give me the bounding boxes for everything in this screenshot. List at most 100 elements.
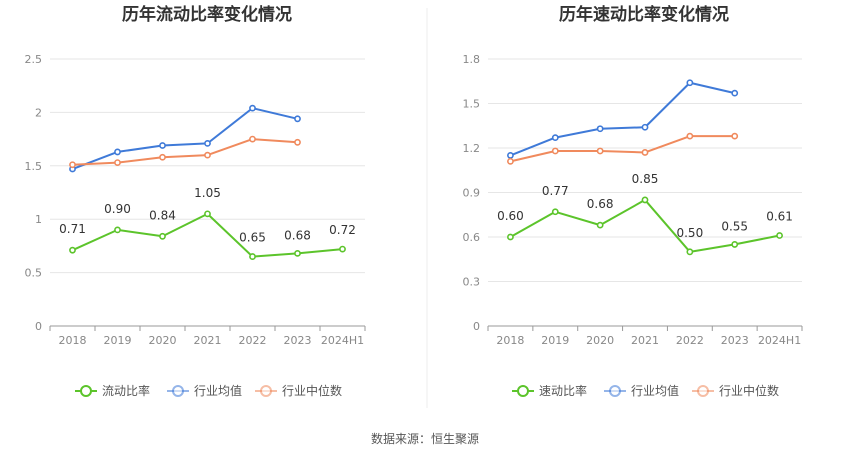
data-point: [204, 139, 211, 147]
legend-label: 流动比率: [102, 383, 150, 398]
data-label: 0.71: [59, 222, 86, 236]
y-tick-label: 0.3: [463, 276, 481, 289]
data-point: [294, 249, 301, 257]
series-line-1: [72, 107, 298, 170]
x-tick-label: 2019: [104, 334, 132, 347]
data-point: [551, 208, 559, 216]
data-point: [249, 104, 256, 112]
current-ratio-chart: 历年流动比率变化情况 0 0.5 1 1.5 2 2.5 2018 2019 2020 2021 20…: [25, 4, 366, 398]
data-label: 0.77: [542, 184, 569, 198]
x-tick-label: 2020: [149, 334, 177, 347]
data-point: [596, 125, 604, 133]
y-tick-label: 1.5: [463, 98, 481, 111]
data-point: [69, 246, 76, 254]
data-label: 0.55: [721, 219, 748, 233]
data-label: 0.68: [587, 197, 614, 211]
data-point: [159, 153, 166, 161]
data-point: [641, 149, 649, 156]
data-point: [551, 134, 559, 142]
x-tick-label: 2021: [631, 334, 659, 347]
y-tick-label: 0.9: [463, 187, 481, 200]
data-point: [507, 233, 514, 241]
legend-label: 行业均值: [194, 383, 242, 398]
source-note: 数据来源：恒生聚源: [371, 431, 479, 446]
y-tick-label: 1.2: [463, 142, 481, 155]
x-tick-label: 2019: [541, 334, 569, 347]
data-point: [294, 138, 301, 146]
data-label: 0.72: [329, 223, 356, 237]
data-point: [159, 232, 166, 240]
legend-marker: [80, 385, 92, 397]
y-tick-label: 2: [35, 106, 42, 119]
legend-marker: [172, 385, 184, 397]
legend-label: 行业中位数: [719, 383, 779, 398]
legend-marker: [609, 385, 621, 397]
x-tick-label: 2022: [676, 334, 704, 347]
data-point: [69, 161, 76, 169]
data-point: [686, 79, 694, 87]
data-point: [339, 245, 346, 253]
y-tick-label: 0: [35, 320, 42, 333]
legend-label: 速动比率: [539, 383, 587, 398]
series-line-2: [510, 135, 735, 163]
data-point: [114, 159, 121, 166]
data-point: [249, 135, 256, 143]
x-tick-label: 2021: [194, 334, 222, 347]
data-label: 1.05: [194, 186, 221, 200]
data-label: 0.60: [497, 209, 524, 223]
y-tick-label: 1.5: [25, 160, 43, 173]
data-point: [114, 148, 121, 156]
data-point: [114, 226, 121, 234]
legend-label: 行业中位数: [282, 383, 342, 398]
data-point: [159, 142, 166, 149]
data-point: [596, 221, 604, 229]
data-label: 0.65: [239, 231, 266, 245]
data-label: 0.61: [766, 210, 793, 224]
data-point: [731, 89, 739, 97]
data-point: [507, 152, 514, 159]
data-point: [776, 232, 783, 239]
chart-title: 历年速动比率变化情况: [559, 4, 729, 25]
data-point: [641, 196, 649, 204]
data-point: [686, 248, 694, 256]
legend-marker: [697, 385, 709, 397]
x-tick-label: 2023: [721, 334, 749, 347]
y-tick-label: 2.5: [25, 53, 43, 66]
x-tick-label: 2023: [284, 334, 312, 347]
data-label: 0.68: [284, 228, 311, 242]
x-tick-label: 2024H1: [758, 334, 801, 347]
legend-label: 行业均值: [631, 383, 679, 398]
x-tick-label: 2018: [59, 334, 87, 347]
data-point: [686, 132, 694, 140]
legend-marker: [260, 385, 272, 397]
legend-marker: [517, 385, 529, 397]
data-point: [731, 132, 739, 140]
data-point: [731, 241, 739, 248]
data-point: [507, 157, 514, 165]
data-point: [249, 253, 256, 260]
series-line-1: [510, 81, 735, 157]
series-line-2: [72, 138, 298, 166]
data-point: [204, 151, 211, 159]
data-label: 0.50: [676, 226, 703, 240]
data-point: [596, 147, 604, 155]
y-tick-label: 0.6: [463, 231, 481, 244]
y-tick-label: 0: [473, 320, 480, 333]
x-tick-label: 2018: [496, 334, 524, 347]
x-tick-label: 2020: [586, 334, 614, 347]
data-point: [641, 123, 649, 131]
y-tick-label: 0.5: [25, 267, 43, 280]
data-label: 0.90: [104, 202, 131, 216]
data-label: 0.85: [632, 172, 659, 186]
quick-ratio-chart: 历年速动比率变化情况 0 0.3 0.6 0.9 1.2 1.5 1.8 2018 2019 202…: [463, 4, 803, 398]
x-tick-label: 2024H1: [321, 334, 364, 347]
y-tick-label: 1: [35, 213, 42, 226]
data-point: [204, 210, 211, 218]
data-point: [551, 147, 559, 155]
data-label: 0.84: [149, 208, 176, 222]
y-tick-label: 1.8: [463, 53, 481, 66]
chart-title: 历年流动比率变化情况: [122, 4, 292, 25]
data-point: [294, 115, 301, 123]
x-tick-label: 2022: [239, 334, 267, 347]
